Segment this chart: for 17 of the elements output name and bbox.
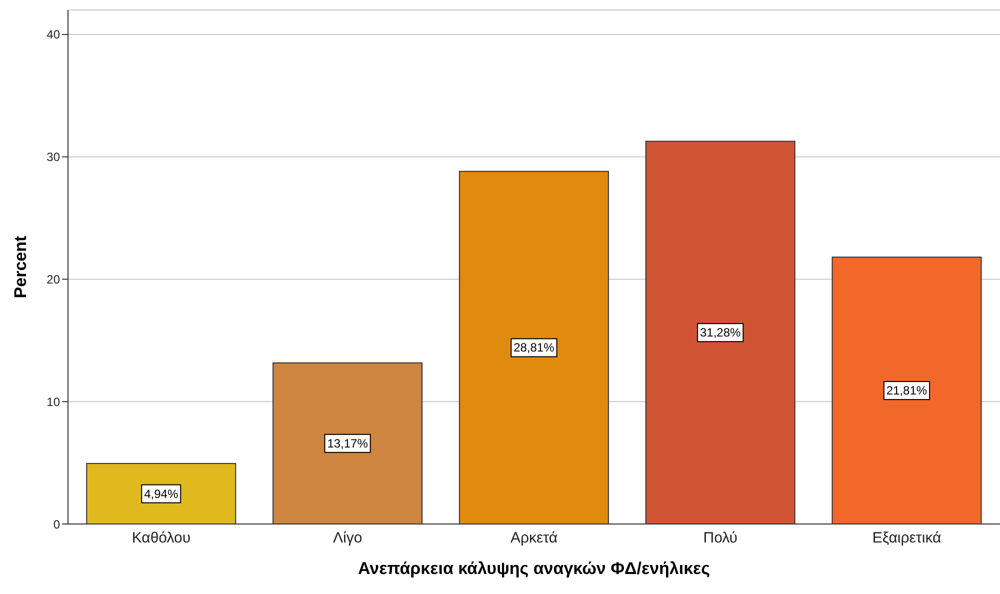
x-tick-label: Καθόλου <box>132 530 191 547</box>
y-tick-label: 10 <box>46 394 60 409</box>
y-tick-label: 30 <box>46 150 60 164</box>
data-label: 21,81% <box>886 384 928 398</box>
data-label: 13,17% <box>327 436 368 450</box>
data-label: 4,94% <box>144 486 178 501</box>
x-tick-label: Λίγο <box>333 530 362 547</box>
x-tick-label: Πολύ <box>703 530 738 547</box>
x-axis-title: Ανεπάρκεια κάλυψης αναγκών ΦΔ/ενήλικες <box>358 559 710 578</box>
data-label: 28,81% <box>514 340 555 355</box>
y-axis-title: Percent <box>11 235 30 298</box>
x-tick-label: Εξαιρετικά <box>872 530 942 547</box>
x-tick-label: Αρκετά <box>510 530 558 547</box>
data-label: 31,28% <box>700 326 742 340</box>
y-tick-label: 20 <box>46 272 60 286</box>
y-tick-label: 40 <box>46 28 60 42</box>
y-tick-label: 0 <box>53 517 60 532</box>
